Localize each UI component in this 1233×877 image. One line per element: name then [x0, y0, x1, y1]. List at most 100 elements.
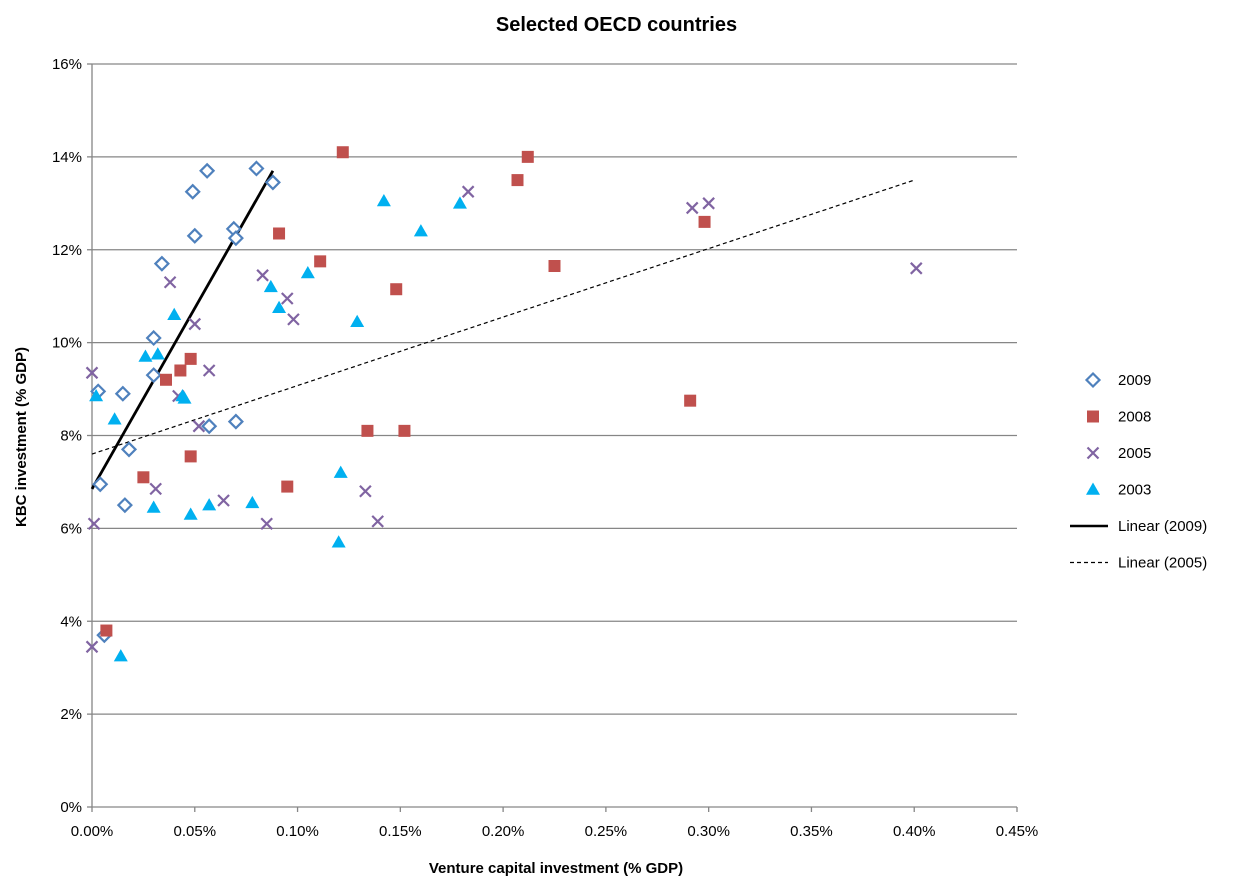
- y-tick-label: 8%: [60, 428, 82, 445]
- legend-label: Linear (2005): [1118, 555, 1207, 572]
- data-point: [548, 260, 561, 273]
- data-point: [371, 515, 384, 528]
- data-point: [227, 413, 244, 430]
- legend-label: 2009: [1118, 372, 1151, 389]
- data-point: [910, 262, 923, 275]
- data-point: [245, 495, 260, 509]
- data-point: [273, 227, 286, 240]
- data-point: [167, 307, 182, 321]
- data-point: [264, 174, 281, 191]
- data-point: [390, 283, 403, 296]
- data-point: [511, 174, 524, 187]
- data-point: [85, 640, 99, 654]
- legend-marker: [1086, 482, 1100, 495]
- data-point: [145, 367, 162, 384]
- trendlines: [90, 170, 915, 490]
- x-tick-label: 0.45%: [996, 823, 1039, 840]
- data-point: [87, 517, 101, 531]
- axes: 0% 2% 4% 6% 8% 10% 12% 14% 16% 0.00% 0.05% 0.10% 0.1…: [52, 56, 1038, 840]
- data-point: [92, 476, 109, 493]
- data-point: [184, 183, 201, 200]
- data-point: [376, 193, 391, 207]
- data-point: [331, 535, 346, 548]
- data-point: [186, 227, 203, 244]
- y-tick-label: 6%: [60, 520, 82, 537]
- legend-marker: [1086, 446, 1100, 460]
- data-point: [153, 255, 170, 272]
- data-point: [314, 255, 327, 268]
- data-point: [685, 201, 699, 215]
- data-point: [113, 649, 128, 662]
- data-point: [350, 314, 365, 327]
- data-point: [452, 196, 467, 209]
- x-tick-label: 0.35%: [790, 823, 833, 840]
- legend-label: 2003: [1118, 482, 1151, 499]
- data-points: [85, 146, 923, 662]
- data-point: [413, 224, 428, 237]
- gridlines: [92, 63, 1017, 715]
- x-tick-label: 0.15%: [379, 823, 422, 840]
- data-point: [333, 465, 348, 478]
- data-point: [698, 215, 711, 228]
- y-tick-label: 2%: [60, 706, 82, 723]
- data-point: [281, 480, 294, 493]
- data-point: [149, 482, 162, 496]
- data-point: [100, 624, 113, 637]
- x-tick-label: 0.05%: [174, 823, 217, 840]
- data-point: [163, 275, 177, 289]
- y-tick-label: 10%: [52, 335, 82, 352]
- data-point: [174, 364, 187, 377]
- y-tick-label: 4%: [60, 613, 82, 630]
- y-axis-title: KBC investment (% GDP): [13, 347, 30, 527]
- data-point: [202, 498, 217, 511]
- data-point: [116, 497, 133, 514]
- legend-marker: [1084, 371, 1102, 389]
- data-point: [146, 500, 161, 513]
- legend-marker: [1087, 410, 1099, 423]
- data-point: [160, 373, 172, 386]
- data-point: [684, 394, 697, 407]
- data-point: [177, 391, 192, 404]
- data-point: [202, 364, 216, 377]
- data-point: [138, 349, 153, 362]
- data-point: [256, 269, 269, 282]
- legend: 2009 2008 2005 2003 Linear (2009) Linear (200…: [1070, 371, 1207, 572]
- data-point: [336, 146, 349, 159]
- x-axis-title: Venture capital investment (% GDP): [429, 860, 683, 877]
- x-tick-label: 0.25%: [585, 823, 628, 840]
- data-point: [199, 162, 216, 179]
- data-point: [192, 419, 206, 433]
- trendline: [90, 170, 275, 490]
- data-point: [702, 197, 715, 210]
- data-point: [188, 317, 202, 331]
- data-point: [137, 471, 150, 484]
- data-point: [107, 412, 122, 425]
- data-point: [85, 366, 99, 380]
- data-point: [145, 329, 162, 347]
- data-point: [150, 347, 165, 360]
- data-point: [114, 385, 131, 402]
- data-point: [184, 450, 197, 463]
- data-point: [201, 418, 218, 435]
- chart-title: Selected OECD countries: [495, 14, 738, 36]
- data-point: [248, 160, 265, 177]
- data-point: [260, 517, 273, 531]
- data-point: [184, 352, 197, 365]
- legend-label: 2005: [1118, 445, 1151, 462]
- legend-label: Linear (2009): [1118, 518, 1207, 535]
- data-point: [263, 279, 278, 293]
- y-tick-label: 16%: [52, 56, 82, 73]
- y-tick-label: 0%: [60, 799, 82, 816]
- data-point: [287, 313, 300, 326]
- x-tick-label: 0.10%: [276, 823, 319, 840]
- data-point: [461, 185, 475, 198]
- data-point: [521, 150, 534, 163]
- data-point: [272, 300, 287, 314]
- data-point: [217, 494, 230, 507]
- data-point: [120, 441, 138, 458]
- data-point: [300, 265, 315, 279]
- x-tick-label: 0.40%: [893, 823, 936, 840]
- x-tick-label: 0.30%: [687, 823, 730, 840]
- data-point: [398, 424, 411, 437]
